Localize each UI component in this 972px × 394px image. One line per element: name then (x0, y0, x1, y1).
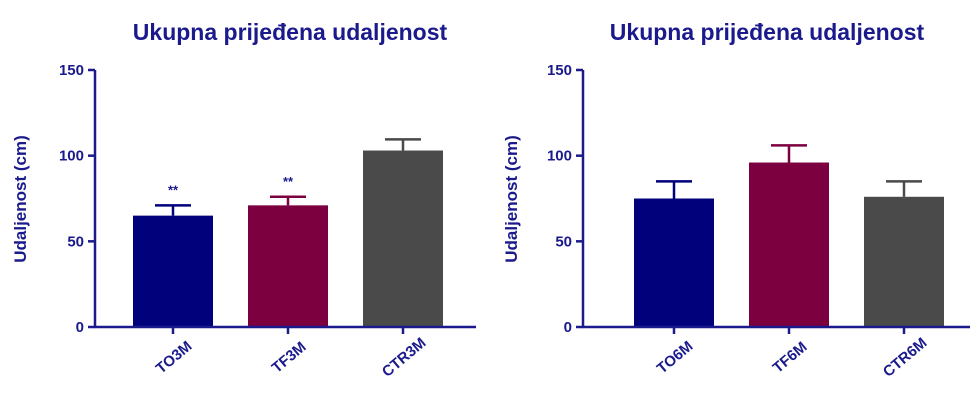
chart-title: Ukupna prijeđena udaljenost (610, 19, 925, 45)
x-tick-label: TO6M (654, 338, 697, 378)
y-tick-label: 150 (547, 62, 572, 79)
x-tick-label: TO3M (153, 338, 196, 378)
significance-marker: ** (283, 174, 294, 189)
y-tick-label: 100 (59, 148, 84, 165)
bar-to3m (133, 215, 213, 327)
bar-tf6m (749, 162, 829, 327)
bar-to6m (634, 198, 714, 327)
y-tick-label: 0 (76, 319, 84, 336)
x-tick-label: CTR6M (880, 334, 931, 380)
bar-ctr6m (864, 196, 944, 327)
bar-chart-left: Ukupna prijeđena udaljenost Udaljenost (c… (11, 19, 476, 381)
chart-title: Ukupna prijeđena udaljenost (133, 19, 448, 45)
bar-ctr3m (363, 150, 443, 327)
y-tick-label: 0 (564, 319, 572, 336)
bar-tf3m (248, 205, 328, 327)
significance-marker: ** (168, 182, 179, 197)
y-tick-label: 100 (547, 148, 572, 165)
y-axis-label: Udaljenost (cm) (11, 135, 30, 263)
chart-panel-right: Ukupna prijeđena udaljenost Udaljenost (c… (486, 0, 972, 394)
y-tick-label: 50 (555, 233, 572, 250)
y-tick-label: 50 (67, 233, 84, 250)
bar-chart-right: Ukupna prijeđena udaljenost Udaljenost (c… (502, 19, 970, 381)
chart-panel-left: Ukupna prijeđena udaljenost Udaljenost (c… (11, 19, 476, 381)
y-tick-label: 150 (59, 62, 84, 79)
x-tick-label: TF6M (770, 338, 811, 376)
x-tick-label: TF3M (269, 338, 310, 376)
y-axis-label: Udaljenost (cm) (502, 135, 521, 263)
x-tick-label: CTR3M (379, 334, 430, 380)
